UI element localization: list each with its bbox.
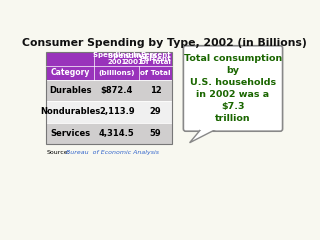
Bar — [46, 52, 172, 144]
Polygon shape — [189, 129, 217, 143]
FancyBboxPatch shape — [183, 46, 283, 131]
Text: Total consumption
by
U.S. households
in 2002 was a
$7.3
trillion: Total consumption by U.S. households in … — [184, 54, 282, 123]
Bar — [46, 52, 172, 80]
Bar — [46, 80, 172, 101]
Text: Durables: Durables — [49, 86, 92, 95]
Text: Services: Services — [50, 129, 90, 138]
Text: (billions): (billions) — [99, 70, 135, 76]
Text: 2,113.9: 2,113.9 — [99, 108, 134, 116]
Text: Nondurables: Nondurables — [40, 108, 100, 116]
Text: 59: 59 — [150, 129, 161, 138]
Bar — [46, 123, 172, 144]
Text: Percent
of Total: Percent of Total — [140, 52, 171, 65]
Text: Bureau  of Economic Analysis: Bureau of Economic Analysis — [66, 150, 159, 156]
Text: Spending in
2001: Spending in 2001 — [108, 53, 157, 65]
Text: $872.4: $872.4 — [100, 86, 133, 95]
Text: 29: 29 — [150, 108, 161, 116]
Bar — [46, 101, 172, 123]
Text: Percent: Percent — [140, 56, 171, 62]
Text: Spending in
2001: Spending in 2001 — [93, 52, 140, 65]
Text: Source:: Source: — [46, 150, 70, 156]
Text: Category: Category — [51, 68, 90, 77]
Text: of Total: of Total — [140, 70, 171, 76]
Text: Consumer Spending by Type, 2002 (in Billions): Consumer Spending by Type, 2002 (in Bill… — [22, 38, 306, 48]
Text: 12: 12 — [150, 86, 161, 95]
Text: 4,314.5: 4,314.5 — [99, 129, 135, 138]
